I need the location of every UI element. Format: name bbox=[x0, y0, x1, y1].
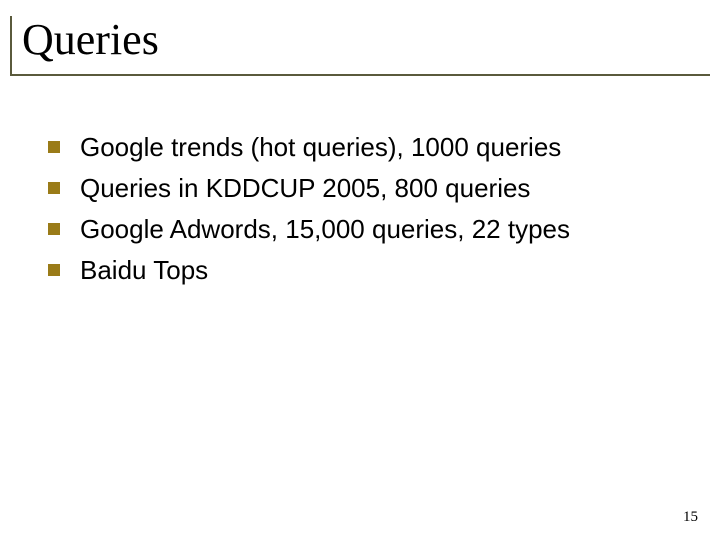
list-item: Google Adwords, 15,000 queries, 22 types bbox=[48, 212, 668, 247]
square-bullet-icon bbox=[48, 264, 60, 276]
square-bullet-icon bbox=[48, 182, 60, 194]
body-content: Google trends (hot queries), 1000 querie… bbox=[48, 130, 668, 294]
slide-title: Queries bbox=[22, 16, 710, 64]
list-item: Baidu Tops bbox=[48, 253, 668, 288]
list-item-text: Google trends (hot queries), 1000 querie… bbox=[80, 130, 668, 165]
page-number: 15 bbox=[683, 509, 698, 526]
list-item-text: Google Adwords, 15,000 queries, 22 types bbox=[80, 212, 668, 247]
square-bullet-icon bbox=[48, 141, 60, 153]
list-item-text: Baidu Tops bbox=[80, 253, 668, 288]
list-item: Google trends (hot queries), 1000 querie… bbox=[48, 130, 668, 165]
title-container: Queries bbox=[10, 16, 710, 76]
square-bullet-icon bbox=[48, 223, 60, 235]
slide: Queries Google trends (hot queries), 100… bbox=[0, 0, 720, 540]
list-item: Queries in KDDCUP 2005, 800 queries bbox=[48, 171, 668, 206]
list-item-text: Queries in KDDCUP 2005, 800 queries bbox=[80, 171, 668, 206]
